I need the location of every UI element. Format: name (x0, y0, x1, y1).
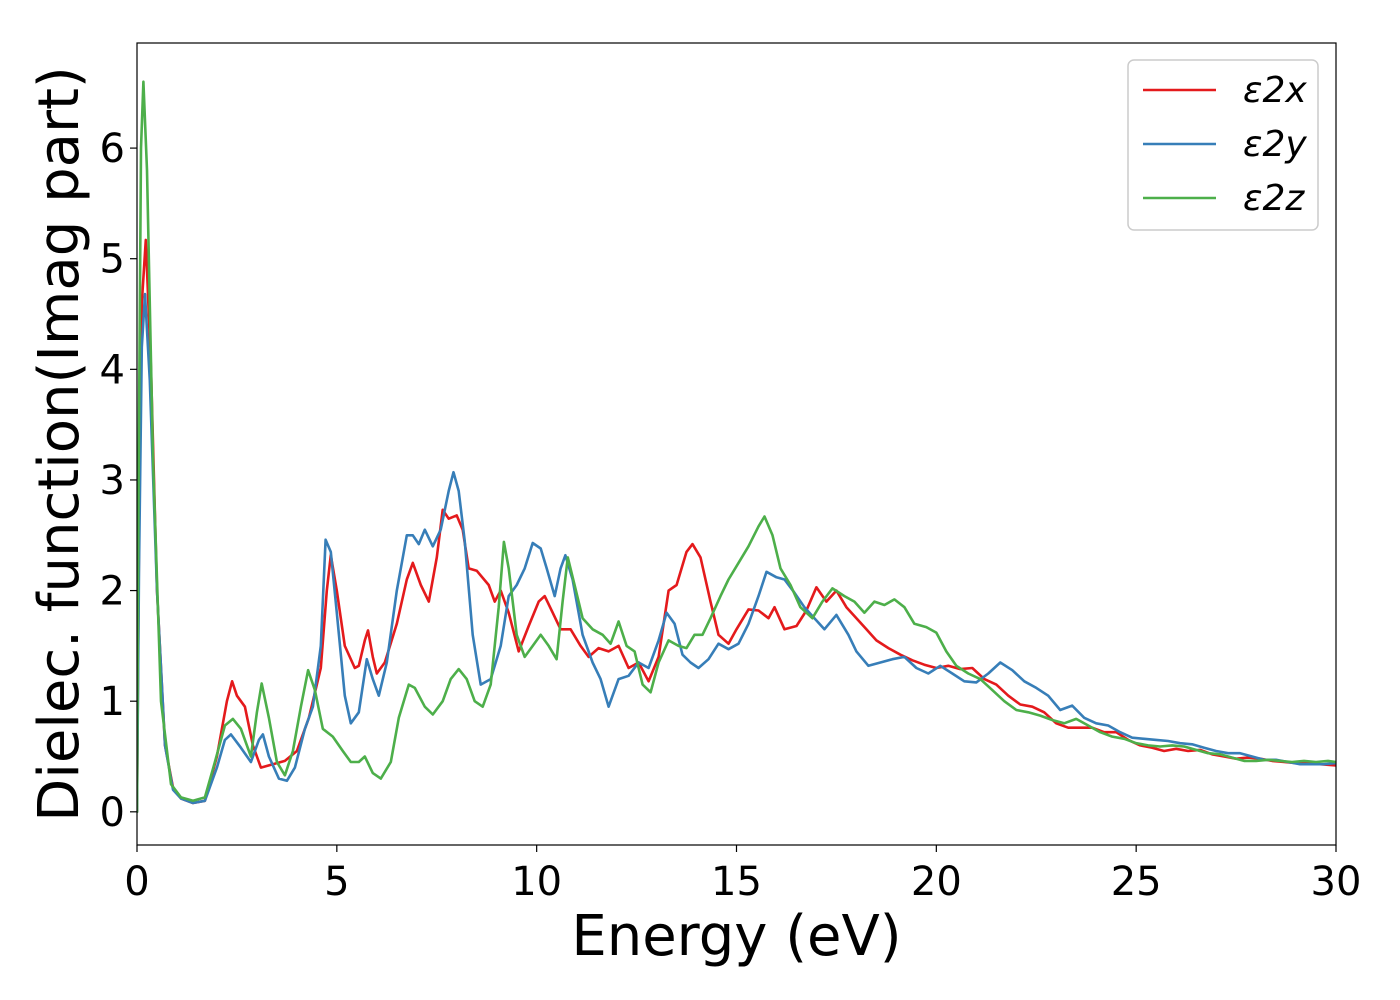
y-tick-label: 3 (100, 458, 125, 504)
x-tick-label: 25 (1111, 859, 1162, 905)
series-line-2 (137, 292, 1336, 814)
x-tick-label: 30 (1311, 859, 1362, 905)
x-tick-label: 5 (324, 859, 349, 905)
x-axis-ticks: 0 5 10 15 20 25 30 (124, 845, 1361, 905)
series-line-3 (137, 80, 1336, 814)
y-tick-label: 0 (100, 790, 125, 836)
y-tick-label: 5 (100, 237, 125, 283)
series-layer (137, 80, 1336, 814)
legend-label: ε2z (1243, 178, 1305, 219)
x-tick-label: 15 (711, 859, 762, 905)
y-tick-label: 2 (100, 569, 125, 615)
legend-label: ε2x (1243, 70, 1307, 111)
legend-label: ε2y (1243, 124, 1307, 165)
x-tick-label: 0 (124, 859, 149, 905)
y-axis-title: Dielec. function(Imag part) (27, 66, 92, 822)
y-axis-ticks: 0 1 2 3 4 5 6 (100, 126, 137, 836)
x-tick-label: 20 (911, 859, 962, 905)
y-tick-label: 4 (100, 347, 125, 393)
x-tick-label: 10 (511, 859, 562, 905)
x-axis-title: Energy (eV) (571, 904, 901, 969)
y-tick-label: 1 (100, 679, 125, 725)
legend: ε2x ε2y ε2z (1127, 59, 1319, 231)
y-tick-label: 6 (100, 126, 125, 172)
legend-box (1127, 59, 1319, 231)
